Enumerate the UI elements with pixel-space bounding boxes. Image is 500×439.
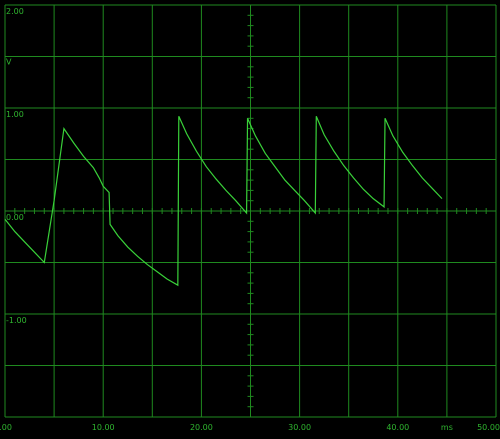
- x-tick-label: 50.00: [477, 423, 500, 432]
- y-tick-label: 1.00: [6, 110, 24, 119]
- y-tick-label: 0.00: [6, 213, 24, 222]
- x-tick-label: 0.00: [0, 423, 12, 432]
- x-tick-label: 20.00: [190, 423, 213, 432]
- axis-labels: 2.00 1.00 0.00 -1.00 V 0.00 10.00 20.00 30.00 40.…: [0, 7, 500, 432]
- signal-trace: [4, 115, 443, 287]
- y-tick-label: 2.00: [6, 7, 24, 16]
- y-tick-label: -1.00: [6, 316, 27, 325]
- y-unit-label: V: [6, 58, 12, 67]
- x-tick-label: 40.00: [386, 423, 409, 432]
- x-tick-label: 30.00: [288, 423, 311, 432]
- x-tick-label: 10.00: [92, 423, 115, 432]
- axis-minor-ticks: [4, 4, 497, 418]
- x-unit-label: ms: [441, 423, 453, 432]
